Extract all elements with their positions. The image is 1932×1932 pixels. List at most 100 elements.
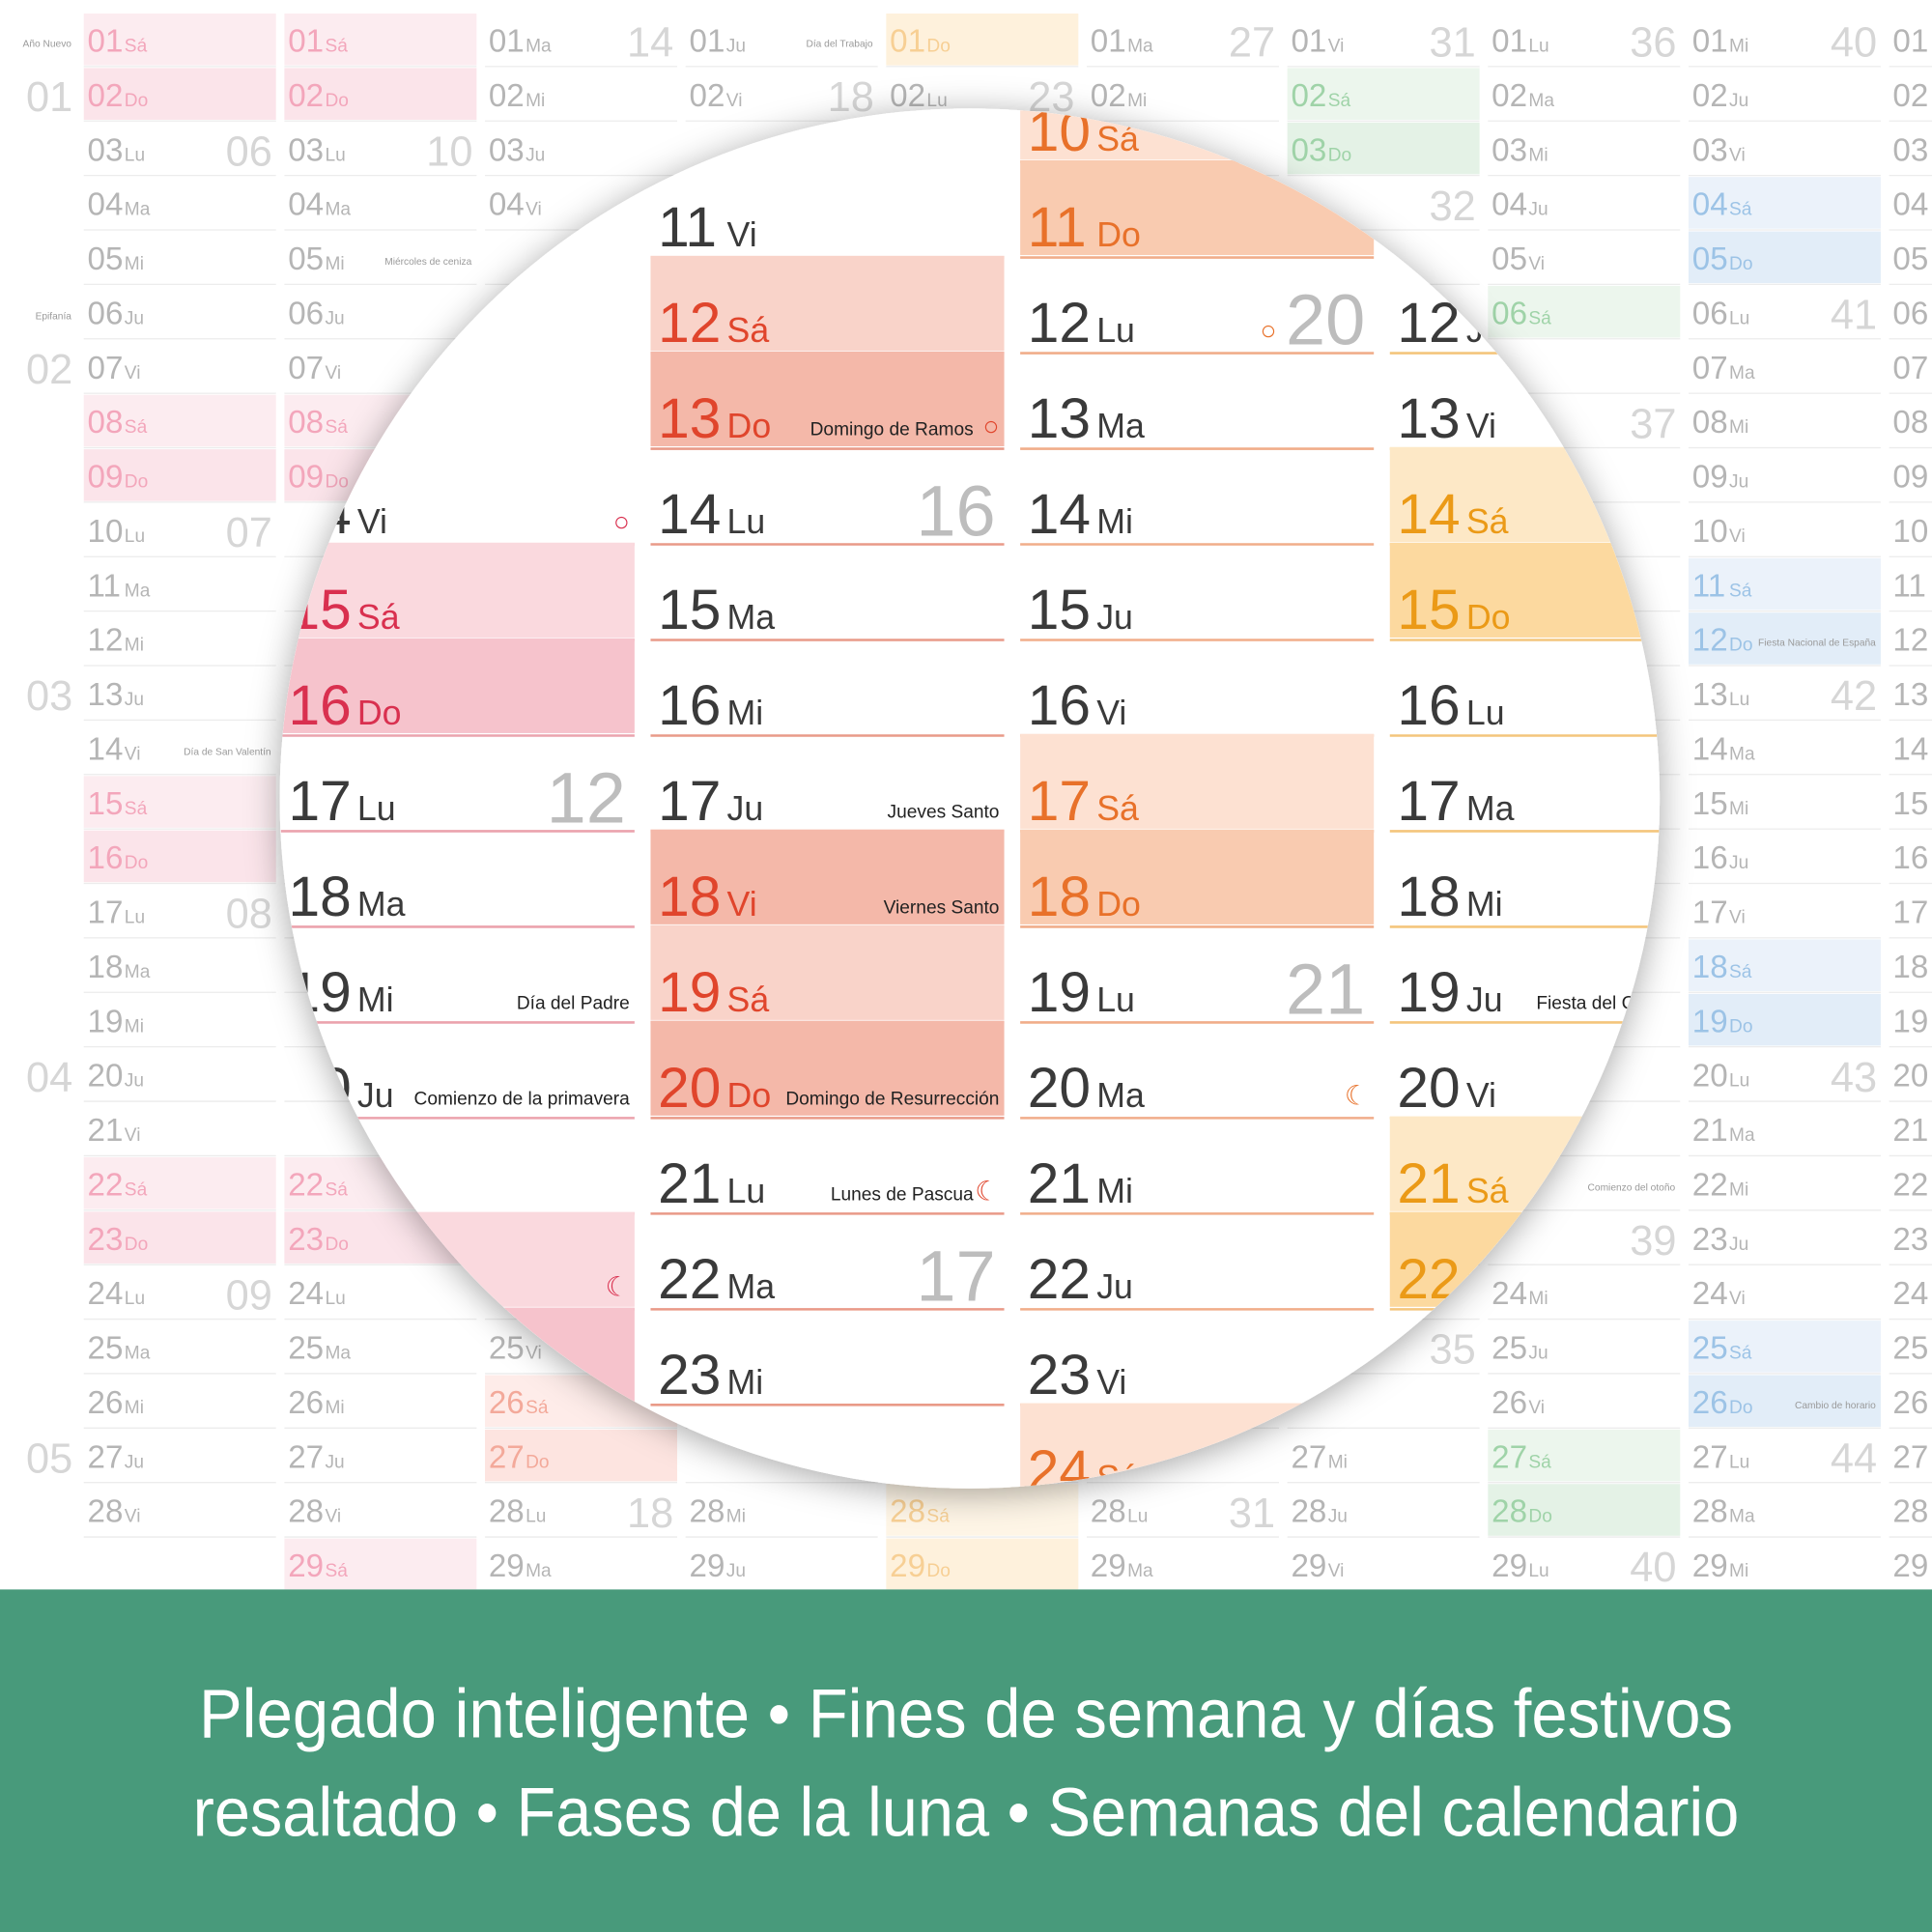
day-number: 26 [1892,1385,1928,1421]
weekday: Ju [325,1452,344,1472]
day-number: 09 [288,460,324,496]
day-number: 20 [88,1059,124,1094]
weekday: Ju [1096,598,1133,637]
day-number: 27 [1892,1439,1928,1475]
weekday: Do [325,1235,348,1255]
weekday: Ma [526,1561,552,1581]
weekday: Mi [125,254,144,274]
weekday: Ju [727,789,764,828]
day-number: 03 [1492,132,1527,168]
weekend-highlight [83,449,276,501]
day-number: 28 [890,1494,925,1530]
day-number: 24 [1692,1276,1728,1312]
day-number: 06 [288,296,324,331]
week-number: 32 [1430,184,1476,230]
weekday: Ma [727,1267,776,1306]
day-number: 28 [88,1494,124,1530]
holiday-note: Domingo de Ramos [810,420,974,440]
weekday: Ju [1729,853,1748,873]
weekday: Ju [125,690,144,710]
day-number: 07 [1892,351,1928,386]
day-number: 11 [658,196,717,259]
day-number: 17 [658,770,721,833]
day-number: 17 [1892,895,1928,931]
weekend-highlight [1688,993,1881,1046]
weekday: Lu [1729,308,1749,328]
week-number: 36 [1630,20,1676,67]
weekend-highlight [1389,542,1661,638]
day-number: 10 [1028,100,1091,163]
weekday: Ma [125,581,151,601]
day-number: 29 [1492,1548,1527,1584]
day-number: 04 [489,187,525,223]
weekday: Lu [1466,694,1505,732]
week-number: 41 [1831,293,1877,339]
day-number: 29 [489,1548,525,1584]
day-number: 27 [88,1439,124,1475]
weekday: Ju [125,308,144,328]
feature-banner [0,1589,1932,1932]
day-number: 24 [1892,1276,1928,1312]
weekday: Lu [926,91,947,111]
weekday: Vi [357,502,387,541]
day-number: 05 [88,242,124,277]
day-number: 01 [288,24,324,60]
day-number: 17 [1028,770,1091,833]
day-number: 11 [1028,196,1087,259]
day-number: 07 [1692,351,1728,386]
day-number: 01 [1291,24,1326,60]
day-number: 21 [1028,1152,1091,1215]
day-number: 27 [1492,1439,1527,1475]
day-number: 23 [658,1344,721,1406]
week-number: 07 [226,510,272,556]
day-number: 08 [88,405,124,440]
holiday-note: Día de San Valentín [184,747,270,757]
weekday: Vi [1466,407,1496,445]
holiday-note: Viernes Santo [884,897,1000,918]
day-number: 28 [1492,1494,1527,1530]
day-number: 24 [88,1276,124,1312]
week-number: 37 [1630,401,1676,447]
weekday: Sá [125,799,148,819]
day-number: 02 [1291,78,1326,114]
week-number: 31 [1229,1491,1275,1537]
day-number: 11 [88,568,121,604]
week-number: 35 [1430,1327,1476,1374]
day-number: 02 [1892,78,1928,114]
weekday: Do [125,853,148,873]
weekday: Vi [125,1125,141,1146]
holiday-note: Epifanía [36,311,72,322]
day-number: 18 [1397,866,1460,928]
weekday: Mi [1729,37,1748,57]
day-number: 13 [1692,677,1728,713]
weekday: Do [125,91,148,111]
weekday: Ma [125,1344,151,1364]
day-number: 17 [88,895,124,931]
day-number: 07 [88,351,124,386]
day-number: 14 [1028,483,1091,546]
weekday: Sá [125,1179,148,1200]
day-number: 15 [658,579,721,641]
weekday: Do [1096,215,1141,254]
weekday: Ma [727,598,776,637]
day-number: 26 [1692,1385,1728,1421]
weekend-highlight [886,1538,1079,1590]
week-number: 06 [226,128,272,175]
day-number: 13 [1892,677,1928,713]
weekday: Lu [1528,37,1548,57]
day-number: 01 [1892,24,1928,60]
day-number: 01 [1492,24,1527,60]
weekday: Ma [125,200,151,220]
weekend-highlight [1688,612,1881,665]
day-number: 19 [1028,961,1091,1024]
day-number: 01 [1091,24,1126,60]
moon-phase: ○ [982,412,999,441]
weekday: Ma [125,962,151,982]
weekend-highlight [485,1429,678,1482]
weekday: Sá [1096,789,1139,828]
day-number: 12 [1028,292,1091,355]
day-number: 12 [658,292,721,355]
day-number: 21 [658,1152,721,1215]
day-number: 02 [1492,78,1527,114]
day-number: 20 [1892,1059,1928,1094]
